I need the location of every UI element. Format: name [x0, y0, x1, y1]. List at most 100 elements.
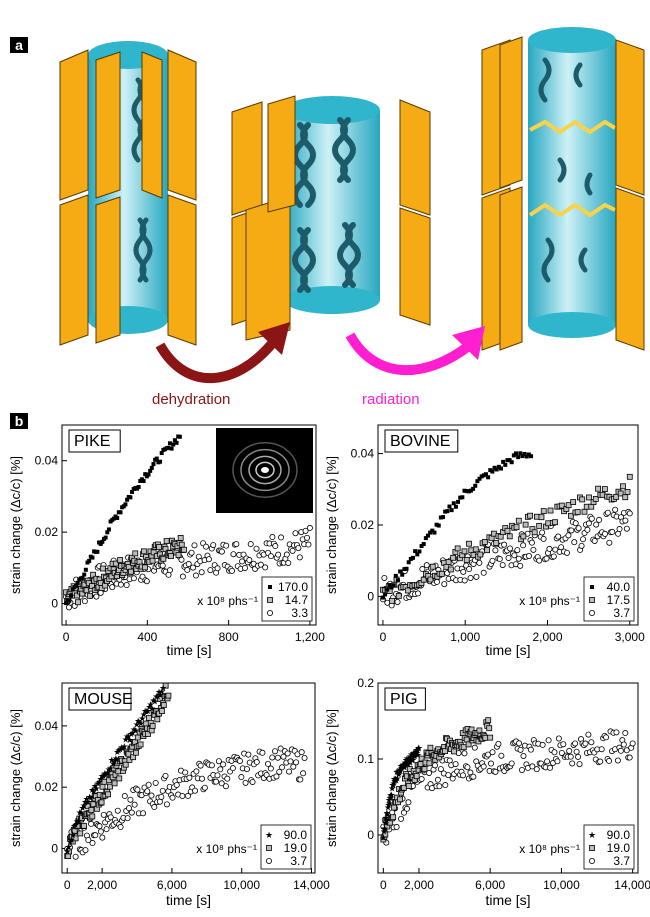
legend-marker-40.0	[590, 585, 594, 589]
point-3.7	[584, 526, 591, 533]
point-90.0: ★	[411, 750, 419, 760]
point-3.7	[103, 826, 110, 833]
point-90.0: ★	[401, 757, 409, 767]
point-90.0: ★	[106, 763, 114, 773]
point-90.0: ★	[91, 781, 99, 791]
point-170.0	[125, 497, 130, 502]
point-90.0: ★	[407, 749, 415, 759]
point-90.0: ★	[116, 745, 124, 755]
point-90.0: ★	[80, 801, 88, 811]
point-40.0	[466, 489, 471, 494]
point-90.0: ★	[124, 732, 132, 742]
point-3.3	[240, 551, 247, 558]
point-3.7	[301, 755, 308, 762]
point-19.0	[463, 736, 470, 743]
dehydration-arrow	[155, 336, 279, 384]
point-90.0: ★	[394, 766, 402, 776]
point-3.3	[207, 567, 214, 574]
point-90.0: ★	[99, 771, 107, 781]
point-90.0: ★	[102, 770, 110, 780]
point-14.7	[108, 573, 115, 580]
point-3.3	[93, 593, 100, 600]
point-170.0	[82, 572, 87, 577]
point-3.7	[470, 773, 477, 780]
point-90.0: ★	[112, 753, 120, 763]
legend-marker-3.3	[266, 610, 273, 617]
point-14.7	[75, 599, 81, 606]
point-3.3	[210, 542, 217, 549]
point-3.7	[539, 529, 546, 536]
point-170.0	[172, 438, 177, 443]
point-3.7	[489, 557, 496, 564]
point-90.0: ★	[390, 778, 398, 788]
point-3.7	[201, 784, 208, 791]
point-14.7	[175, 552, 182, 558]
point-3.3	[190, 564, 197, 571]
point-19.0	[133, 749, 139, 756]
point-17.5	[504, 527, 511, 534]
point-3.3	[247, 541, 254, 548]
point-3.7	[293, 759, 300, 766]
point-40.0	[400, 572, 405, 577]
point-90.0: ★	[77, 807, 85, 817]
point-40.0	[503, 462, 508, 467]
point-170.0	[64, 601, 69, 606]
point-3.7	[186, 774, 193, 781]
point-90.0: ★	[415, 743, 423, 753]
point-90.0: ★	[152, 692, 160, 702]
point-3.7	[591, 537, 598, 544]
point-90.0: ★	[74, 816, 82, 826]
point-17.5	[538, 514, 545, 521]
point-3.7	[92, 832, 99, 839]
point-90.0: ★	[401, 760, 409, 770]
point-90.0: ★	[391, 775, 399, 785]
point-3.7	[520, 542, 527, 549]
x-tick-label: 2,000	[532, 630, 562, 644]
point-40.0	[391, 583, 396, 588]
point-14.7	[168, 553, 174, 559]
point-3.3	[275, 551, 282, 558]
point-90.0: ★	[130, 725, 138, 735]
legend-marker-17.5	[589, 597, 595, 603]
point-3.7	[272, 748, 279, 755]
point-3.7	[568, 527, 575, 534]
point-3.7	[576, 761, 583, 768]
point-170.0	[148, 468, 153, 473]
point-3.7	[613, 729, 620, 736]
point-3.7	[528, 539, 535, 546]
point-3.7	[208, 762, 215, 769]
point-90.0: ★	[402, 755, 410, 765]
point-3.7	[585, 731, 592, 738]
point-3.3	[239, 558, 246, 565]
point-90.0: ★	[115, 746, 123, 756]
point-40.0	[430, 528, 435, 533]
point-3.3	[262, 564, 269, 571]
point-14.7	[163, 538, 170, 544]
point-90.0: ★	[63, 846, 71, 856]
point-17.5	[570, 499, 577, 505]
point-90.0: ★	[127, 729, 135, 739]
point-3.7	[527, 746, 534, 753]
point-90.0: ★	[408, 754, 416, 764]
point-90.0: ★	[409, 755, 417, 765]
data-points	[379, 451, 633, 609]
point-3.7	[452, 761, 459, 768]
x-axis-label: time [s]	[485, 892, 530, 908]
point-3.7	[530, 546, 537, 553]
point-90.0: ★	[403, 758, 411, 768]
legend-unit: x 10⁸ phs⁻¹	[519, 842, 580, 856]
point-90.0: ★	[155, 687, 163, 697]
point-90.0: ★	[397, 763, 405, 773]
x-tick-label: 0	[63, 630, 70, 644]
chart-title: PIKE	[74, 433, 110, 450]
point-3.3	[306, 524, 313, 531]
point-19.0	[382, 831, 389, 838]
y-tick-label: 0	[51, 841, 58, 855]
point-90.0: ★	[126, 735, 134, 745]
point-19.0	[111, 780, 118, 787]
point-17.5	[547, 507, 554, 514]
point-17.5	[586, 494, 592, 501]
x-tick-label: 14,000	[614, 878, 650, 892]
point-40.0	[410, 555, 415, 560]
point-3.7	[544, 758, 551, 765]
